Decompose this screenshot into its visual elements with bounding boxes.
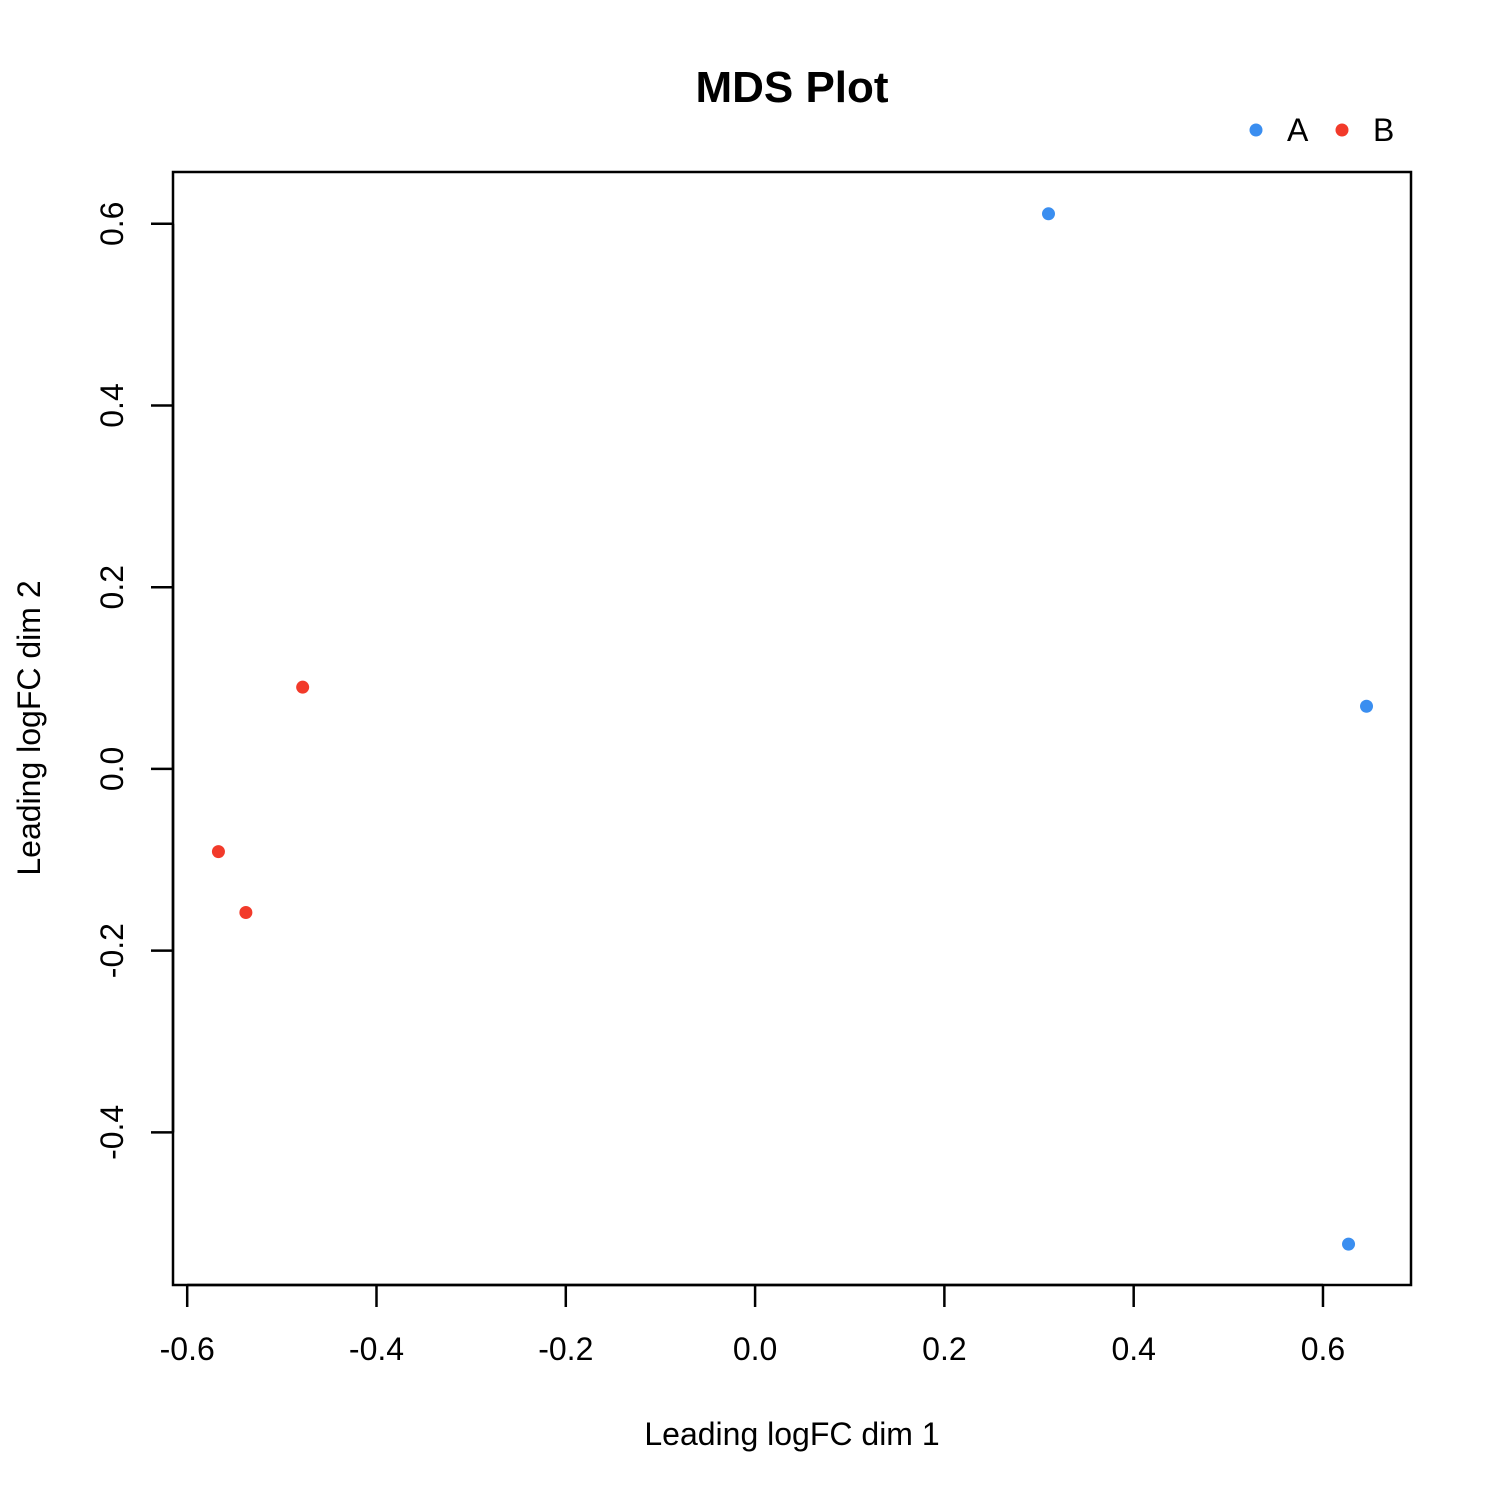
y-tick-label: 0.6 [94,202,130,246]
x-tick-label: 0.2 [922,1331,966,1367]
x-tick-label: 0.6 [1301,1331,1345,1367]
y-axis-label: Leading logFC dim 2 [11,580,47,875]
y-tick-label: -0.2 [94,923,130,978]
data-points [211,207,1374,1251]
legend-marker-a [1249,123,1263,137]
legend-label-b: B [1373,112,1394,148]
data-point-a [1041,207,1055,221]
plot-frame [171,170,1413,1287]
x-tick-label: -0.2 [538,1331,593,1367]
x-tick-label: 0.4 [1111,1331,1155,1367]
y-tick-label: 0.2 [94,565,130,609]
x-tick-label: -0.4 [349,1331,404,1367]
x-axis: -0.6 -0.4 -0.2 0.0 0.2 0.4 0.6 [160,1283,1345,1367]
data-point-a [1342,1237,1356,1251]
data-point-b [296,680,310,694]
x-tick-label: 0.0 [733,1331,777,1367]
legend-label-a: A [1287,112,1309,148]
legend-marker-b [1335,123,1349,137]
y-tick-label: 0.0 [94,747,130,791]
chart-title: MDS Plot [695,63,888,112]
x-axis-label: Leading logFC dim 1 [644,1416,939,1452]
y-tick-label: 0.4 [94,383,130,427]
y-tick-label: -0.4 [94,1105,130,1160]
x-tick-label: -0.6 [160,1331,215,1367]
y-axis: -0.4 -0.2 0.0 0.2 0.4 0.6 [94,202,175,1160]
data-point-b [239,905,253,919]
data-point-b [211,845,225,859]
data-point-a [1360,699,1374,713]
